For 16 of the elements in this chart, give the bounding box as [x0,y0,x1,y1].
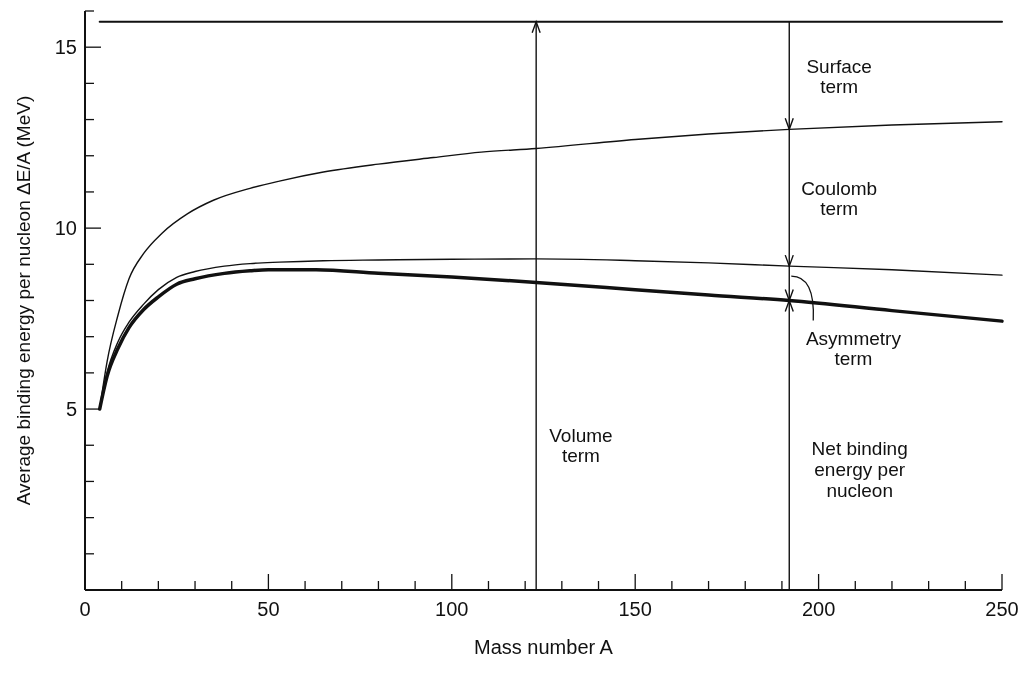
annotation: Net binding energy per nucleon [811,438,908,501]
x-tick-label: 250 [985,598,1019,620]
y-tick-label: 5 [65,398,77,421]
x-tick-label: 200 [801,598,836,620]
annotation: Asymmetry term [805,327,902,370]
x-tick-label: 150 [618,598,652,620]
x-axis-title: Mass number A [474,636,614,658]
y-tick-label: 15 [54,36,77,59]
x-tick-label: 100 [435,598,469,620]
annotation: Volume term [549,424,613,467]
x-tick-label: 50 [257,598,280,620]
annotation: Surface term [806,55,872,98]
x-tick-label: 0 [79,598,91,620]
y-axis-title: Average binding energy per nucleon ΔE/A (MeV) [13,95,34,506]
y-tick-label: 10 [54,217,77,240]
annotation: Coulomb term [801,177,878,220]
